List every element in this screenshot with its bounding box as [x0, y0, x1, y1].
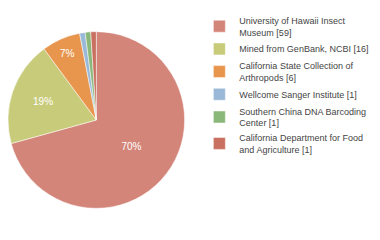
svg-text:70%: 70%: [121, 141, 141, 152]
svg-text:University of Hawaii InsectMus: University of Hawaii InsectMuseum [59]: [239, 16, 345, 38]
svg-text:19%: 19%: [33, 96, 53, 107]
svg-text:California Department for Food: California Department for Foodand Agricu…: [239, 133, 363, 155]
svg-text:Wellcome Sanger Institute [1]: Wellcome Sanger Institute [1]: [239, 90, 356, 100]
svg-text:California State Collection of: California State Collection ofArthropods…: [239, 61, 353, 83]
svg-text:7%: 7%: [60, 48, 75, 59]
svg-text:Southern China DNA BarcodingCe: Southern China DNA BarcodingCenter [1]: [239, 107, 366, 129]
svg-text:Mined from GenBank, NCBI [16]: Mined from GenBank, NCBI [16]: [239, 44, 368, 54]
